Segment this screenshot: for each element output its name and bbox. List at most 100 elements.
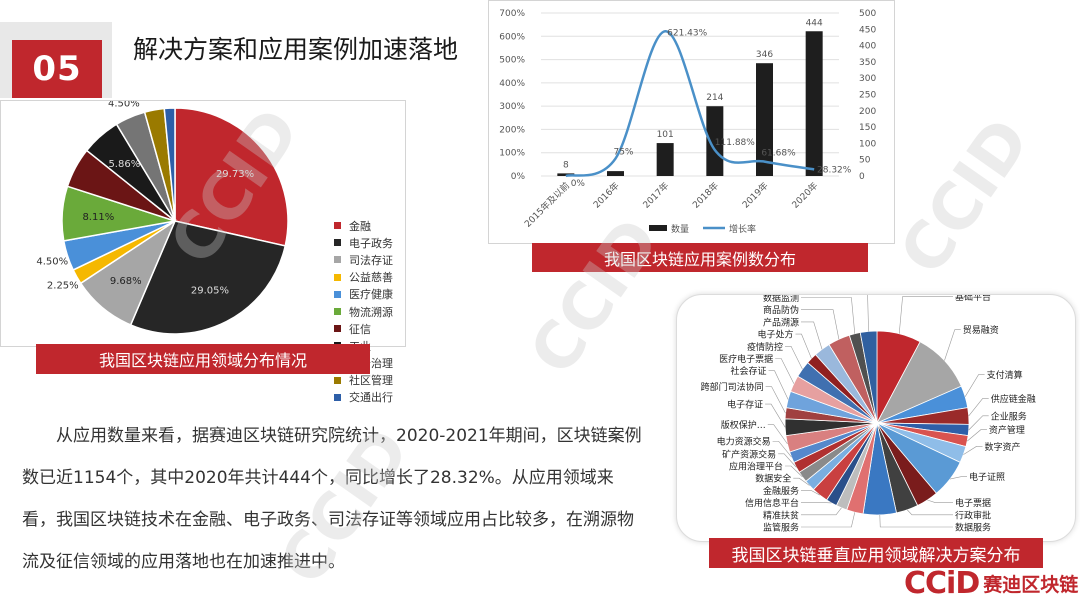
bar-line-chart: 0% 100% 200% 300% 400% 500% 600% 700% 0 50 100 150 2…: [499, 9, 876, 235]
y-right-tick: 400: [859, 42, 876, 52]
line-value-label: 111.88%: [715, 138, 755, 148]
bar-value-label: 346: [756, 50, 773, 60]
pie-slice-label: 8.11%: [82, 212, 114, 223]
x-tick-label: 2017年: [640, 180, 671, 211]
vertical-pie-label: 医疗电子票据: [719, 353, 773, 365]
vertical-pie-chart: 基础平台贸易融资支付清算供应链金融企业服务资产管理数字资产电子证照电子票据行政审…: [701, 295, 1036, 534]
x-tick-label: 2019年: [740, 180, 771, 211]
legend-label: 电子政务: [349, 236, 393, 250]
vertical-pie-label: 数据安全: [755, 473, 791, 485]
leader-line: [907, 509, 953, 516]
leader-line: [967, 429, 987, 442]
y-right-tick: 100: [859, 139, 876, 149]
line-value-label: 0%: [571, 179, 586, 189]
bar: [805, 31, 823, 177]
legend-label: 社区管理: [349, 374, 393, 388]
leader-line: [801, 297, 856, 334]
y-left-tick: 500%: [499, 56, 525, 66]
legend-item: 电子政务: [334, 234, 393, 251]
x-tick-label: 2020年: [789, 180, 820, 211]
legend-item: 司法存证: [334, 251, 393, 268]
pie-slice: [129, 220, 287, 335]
y-left-tick: 400%: [499, 79, 525, 89]
legend-bar-swatch: [649, 225, 667, 231]
bar-value-label: 101: [657, 130, 674, 140]
body-paragraph: 从应用数量来看，据赛迪区块链研究院统计，2020-2021年期间，区块链案例数已…: [22, 426, 642, 572]
y-right-tick: 350: [859, 58, 876, 68]
vertical-pie-label: 跨部门司法协同: [701, 381, 764, 393]
vertical-pie-label: 金融服务: [763, 485, 799, 497]
pie-slice-label: 2.25%: [47, 281, 79, 292]
leader-line: [801, 321, 823, 350]
pie-legend: 金融电子政务司法存证公益慈善医疗健康物流溯源征信工业服务治理社区管理交通出行: [334, 217, 393, 406]
leader-line: [949, 476, 968, 480]
bar: [607, 171, 624, 176]
legend-label: 金融: [349, 219, 371, 233]
legend-item: 交通出行: [334, 389, 393, 406]
vertical-pie-label: 监管服务: [763, 522, 799, 534]
legend-label: 数量: [671, 223, 689, 235]
vertical-pie-label: 产品溯源: [763, 316, 799, 328]
leader-line: [968, 398, 989, 417]
growth-line: [565, 30, 815, 178]
leader-line: [964, 374, 985, 397]
pie-chart: 29.73% 29.05% 9.68% 2.25% 4.50% 8.11% 5.86% 4.5…: [36, 101, 289, 335]
legend-swatch: [334, 273, 341, 281]
pie-slice-label: 9.68%: [110, 276, 142, 287]
legend-label: 交通出行: [349, 391, 393, 405]
y-right-tick: 150: [859, 123, 876, 133]
leader-line: [898, 296, 953, 334]
y-right-tick: 0: [859, 172, 865, 182]
leader-line: [778, 453, 797, 468]
leader-line: [867, 295, 869, 332]
x-tick-label: 2016年: [591, 180, 622, 211]
legend-swatch: [334, 308, 341, 316]
pie-slice-label: 4.50%: [36, 257, 68, 268]
y-left-tick: 0%: [511, 172, 526, 182]
bar-value-label: 444: [806, 18, 823, 28]
leader-line: [768, 370, 789, 400]
logo-mark: CCiD: [904, 566, 980, 601]
page-title: 解决方案和应用案例加速落地: [133, 35, 459, 64]
vertical-pie-label: 电子证照: [969, 471, 1005, 483]
legend-label: 物流溯源: [349, 305, 393, 319]
legend-label: 司法存证: [349, 253, 393, 267]
vertical-pie-label: 数据监测: [763, 295, 799, 304]
logo-text: 赛迪区块链: [983, 574, 1079, 596]
legend-item: 征信: [334, 320, 393, 337]
bar-value-label: 214: [706, 93, 723, 103]
y-right-tick: 300: [859, 74, 876, 84]
pie-chart-panel: 29.73% 29.05% 9.68% 2.25% 4.50% 8.11% 5.86% 4.5…: [0, 100, 406, 404]
legend-label: 增长率: [729, 223, 756, 235]
leader-line: [801, 490, 820, 496]
vertical-pie-label: 资产管理: [989, 424, 1025, 436]
bar: [756, 63, 773, 177]
vertical-pie-label: 行政审批: [955, 509, 991, 521]
leader-line: [963, 446, 983, 455]
leader-line: [785, 345, 803, 370]
legend-label: 医疗健康: [349, 288, 393, 302]
watermark: CCID: [886, 105, 1045, 289]
x-tick-label: 2015年及以前: [522, 180, 572, 230]
bar-chart-panel: 0% 100% 200% 300% 400% 500% 600% 700% 0 50 100 150 2…: [488, 0, 895, 244]
legend-swatch: [334, 325, 341, 333]
y-left-tick: 600%: [499, 32, 525, 42]
legend-item: 医疗健康: [334, 286, 393, 303]
y-left-tick: 200%: [499, 125, 525, 135]
y-left-tick: 700%: [499, 9, 525, 19]
vertical-pie-label: 精准扶贫: [763, 509, 799, 521]
legend-swatch: [334, 393, 341, 401]
vertical-pie-label: 社会存证: [731, 365, 767, 377]
vertical-pie-label: 基础平台: [955, 295, 991, 303]
y-right-tick: 50: [859, 156, 871, 166]
leader-line: [785, 465, 803, 478]
vertical-pie-label: 供应链金融: [991, 393, 1036, 405]
legend-item: 公益慈善: [334, 269, 393, 286]
vertical-pie-label: 电力资源交易: [717, 436, 771, 448]
leader-line: [765, 403, 786, 428]
bar: [706, 106, 724, 176]
legend-item: 金融: [334, 217, 393, 234]
pie-slice: [163, 107, 176, 222]
vertical-pie-label: 应用治理平台: [729, 461, 783, 473]
legend-swatch: [334, 376, 341, 384]
